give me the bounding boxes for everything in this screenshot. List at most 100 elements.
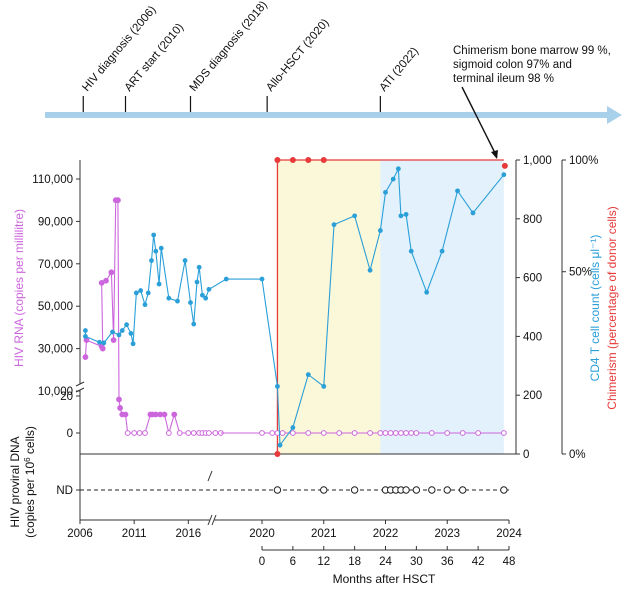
- month-tick-label: 30: [410, 556, 423, 568]
- rna-point: [387, 430, 394, 436]
- cd4-point: [223, 276, 229, 282]
- cd4-point: [455, 188, 460, 194]
- rna-point: [413, 430, 420, 436]
- month-tick-label: 12: [317, 556, 330, 568]
- year-tick-label: 2006: [67, 528, 93, 540]
- proviral-dna-series: [273, 486, 508, 494]
- rna-point: [99, 345, 106, 352]
- rna-point: [103, 277, 109, 284]
- cd4-tick-label: 200: [523, 390, 542, 402]
- rna-point: [382, 430, 389, 436]
- cd4-point: [130, 341, 136, 347]
- cd4-point: [145, 290, 151, 296]
- rna-point: [131, 430, 138, 436]
- rna-point: [289, 430, 296, 436]
- rna-point: [367, 430, 373, 436]
- axis-break: [211, 514, 217, 526]
- chimerism-series: [274, 157, 508, 457]
- rna-point: [206, 430, 212, 436]
- cd4-tick-label: 0: [523, 449, 529, 461]
- timeline-arrow-head: [607, 106, 622, 124]
- proviral-nd-point: [458, 486, 467, 494]
- callout-line-2: sigmoid colon 97% and: [453, 59, 572, 71]
- rna-point: [500, 430, 507, 436]
- cd4-point: [110, 329, 115, 335]
- chimerism-point: [289, 157, 296, 163]
- year-tick-label: 2016: [176, 528, 202, 540]
- chimerism-point: [274, 157, 281, 163]
- rna-point: [269, 430, 276, 436]
- cd4-point: [395, 166, 401, 172]
- proviral-nd-point: [443, 486, 451, 494]
- proviral-nd-point: [350, 486, 359, 494]
- rna-point: [190, 430, 197, 436]
- left-tick-label: 30,000: [38, 344, 73, 356]
- left-tick-label: 20: [60, 391, 73, 403]
- cd4-point: [331, 222, 337, 228]
- rna-point: [403, 430, 409, 436]
- month-tick-label: 0: [259, 556, 265, 568]
- year-tick-label: 2022: [373, 528, 399, 540]
- cd4-point: [83, 328, 88, 333]
- cd4-point: [142, 302, 148, 308]
- cd4-point: [200, 292, 205, 298]
- timeline: HIV diagnosis (2006)ART start (2010) MDS …: [45, 0, 622, 159]
- cd4-point: [166, 295, 172, 301]
- cd4-point: [156, 281, 162, 287]
- months-axis-title: Months after HSCT: [333, 572, 436, 586]
- cd4-point: [275, 383, 280, 389]
- cd4-point: [158, 245, 164, 251]
- callout-arrow-head: [491, 150, 498, 159]
- cd4-point: [321, 383, 327, 389]
- rna-point: [124, 430, 131, 436]
- left-tick-label: 110,000: [32, 174, 73, 186]
- cd4-series: [83, 166, 507, 448]
- cd4-point: [97, 339, 102, 345]
- cd4-tick-label: 600: [523, 273, 542, 285]
- rna-point: [392, 430, 399, 436]
- rna-point: [136, 430, 143, 436]
- cd4-point: [119, 328, 125, 333]
- rna-point: [115, 197, 121, 204]
- proviral-tick-label: ND: [56, 485, 73, 497]
- year-tick-label: 2021: [311, 528, 337, 540]
- callout-line-1: Chimerism bone marrow 99 %,: [453, 45, 611, 57]
- cd4-point: [206, 286, 212, 292]
- chimerism-axis-title: Chimerism (percentage of donor cells): [605, 206, 619, 409]
- proviral-nd-point: [273, 486, 282, 494]
- year-tick-label: 2024: [496, 528, 522, 540]
- callout-arrow: [461, 86, 498, 158]
- cd4-point: [124, 322, 129, 328]
- cd4-point: [149, 258, 154, 263]
- cd4-point: [101, 340, 107, 346]
- left-tick-label: 50,000: [38, 301, 73, 313]
- cd4-axis-title: CD4 T cell count (cells μl⁻¹): [588, 235, 602, 382]
- cd4-point: [138, 288, 144, 293]
- cd4-point: [194, 279, 200, 285]
- rna-point: [259, 430, 265, 436]
- axis-break: [207, 470, 213, 482]
- cd4-point: [352, 213, 358, 219]
- proviral-nd-point: [500, 486, 508, 494]
- axis-break: [75, 381, 85, 387]
- rna-point: [459, 430, 466, 436]
- rna-point: [185, 430, 192, 436]
- chimerism-point: [305, 157, 312, 163]
- chimerism-point: [274, 451, 281, 457]
- chimerism-tick-label: 50%: [569, 267, 592, 279]
- rna-point: [428, 430, 435, 436]
- cd4-point: [305, 372, 311, 378]
- cd4-point: [290, 425, 296, 430]
- rna-point: [142, 430, 148, 436]
- timeline-event-label: ATI (2022): [377, 45, 421, 94]
- left-tick-label: 0: [67, 428, 73, 440]
- left-tick-label: 70,000: [38, 259, 73, 271]
- rna-point: [122, 411, 129, 418]
- cd4-point: [153, 248, 159, 254]
- rna-point: [110, 337, 117, 344]
- cd4-point: [151, 232, 157, 238]
- rna-point: [305, 430, 312, 436]
- axis-break: [207, 514, 213, 526]
- shade-ati-region: [380, 160, 504, 454]
